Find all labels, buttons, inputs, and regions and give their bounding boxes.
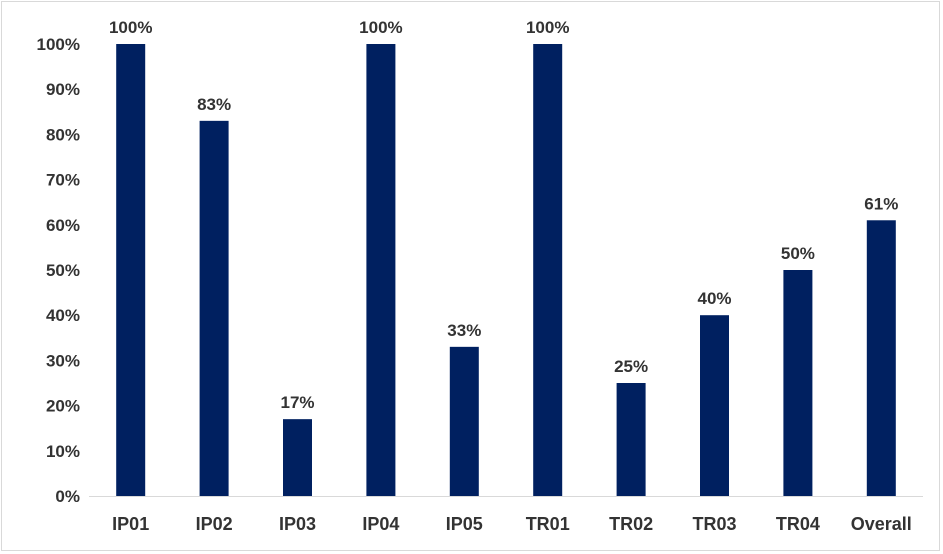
y-tick-label: 90% <box>46 80 80 99</box>
data-label-ip02: 83% <box>197 95 231 114</box>
x-category-label-overall: Overall <box>851 514 912 534</box>
data-label-tr03: 40% <box>697 289 731 308</box>
x-category-label-ip05: IP05 <box>446 514 483 534</box>
y-tick-label: 0% <box>55 487 80 506</box>
bar-ip04 <box>366 44 396 496</box>
bar-tr03 <box>700 315 729 496</box>
bar-tr04 <box>783 270 813 496</box>
data-label-tr02: 25% <box>614 357 648 376</box>
bar-ip03 <box>283 419 312 496</box>
x-category-label-ip03: IP03 <box>279 514 316 534</box>
y-tick-label: 60% <box>46 216 80 235</box>
y-tick-label: 20% <box>46 397 80 416</box>
data-labels-group: 100% 83% 17% 100% 33% 100% 25% 40% 50% 61% <box>109 18 898 412</box>
y-tick-label: 10% <box>46 442 80 461</box>
x-category-label-ip01: IP01 <box>112 514 149 534</box>
data-label-ip01: 100% <box>109 18 152 37</box>
x-category-label-tr02: TR02 <box>609 514 653 534</box>
y-tick-label: 70% <box>46 171 80 190</box>
y-tick-label: 30% <box>46 351 80 370</box>
y-tick-label: 50% <box>46 261 80 280</box>
bar-tr01 <box>533 44 563 496</box>
x-category-label-tr03: TR03 <box>692 514 736 534</box>
x-category-label-tr04: TR04 <box>776 514 820 534</box>
data-label-tr04: 50% <box>781 244 815 263</box>
y-tick-label: 80% <box>46 125 80 144</box>
y-tick-label: 100% <box>37 35 80 54</box>
bars-group <box>116 44 896 496</box>
bar-ip05 <box>449 346 479 496</box>
bar-tr02 <box>616 383 646 496</box>
bar-overall <box>866 220 896 496</box>
bar-ip01 <box>116 44 146 496</box>
y-axis-ticks: 0% 10% 20% 30% 40% 50% 60% 70% 80% 90% 100% <box>37 35 80 506</box>
x-category-label-ip02: IP02 <box>196 514 233 534</box>
data-label-ip03: 17% <box>280 393 314 412</box>
x-axis-categories: IP01 IP02 IP03 IP04 IP05 TR01 TR02 TR03 TR04 Over… <box>112 514 912 534</box>
x-category-label-tr01: TR01 <box>526 514 570 534</box>
y-tick-label: 40% <box>46 306 80 325</box>
data-label-overall: 61% <box>864 194 898 213</box>
data-label-tr01: 100% <box>526 18 569 37</box>
data-label-ip04: 100% <box>359 18 402 37</box>
data-label-ip05: 33% <box>447 321 481 340</box>
x-category-label-ip04: IP04 <box>362 514 399 534</box>
bar-ip02 <box>199 120 229 496</box>
